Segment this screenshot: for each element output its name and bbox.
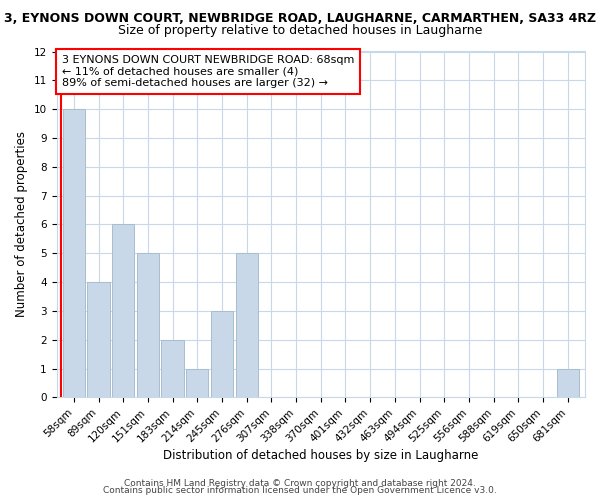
Bar	[236, 254, 258, 398]
Text: Contains HM Land Registry data © Crown copyright and database right 2024.: Contains HM Land Registry data © Crown c…	[124, 478, 476, 488]
Text: 3 EYNONS DOWN COURT NEWBRIDGE ROAD: 68sqm
← 11% of detached houses are smaller (: 3 EYNONS DOWN COURT NEWBRIDGE ROAD: 68sq…	[62, 55, 354, 88]
Bar	[88, 282, 110, 398]
Bar	[63, 109, 85, 398]
Bar	[161, 340, 184, 398]
Text: Size of property relative to detached houses in Laugharne: Size of property relative to detached ho…	[118, 24, 482, 37]
Text: 3, EYNONS DOWN COURT, NEWBRIDGE ROAD, LAUGHARNE, CARMARTHEN, SA33 4RZ: 3, EYNONS DOWN COURT, NEWBRIDGE ROAD, LA…	[4, 12, 596, 26]
Bar	[137, 254, 159, 398]
Bar	[186, 368, 208, 398]
Text: Contains public sector information licensed under the Open Government Licence v3: Contains public sector information licen…	[103, 486, 497, 495]
Y-axis label: Number of detached properties: Number of detached properties	[15, 132, 28, 318]
Bar	[211, 311, 233, 398]
Bar	[557, 368, 579, 398]
Bar	[112, 224, 134, 398]
X-axis label: Distribution of detached houses by size in Laugharne: Distribution of detached houses by size …	[163, 450, 478, 462]
